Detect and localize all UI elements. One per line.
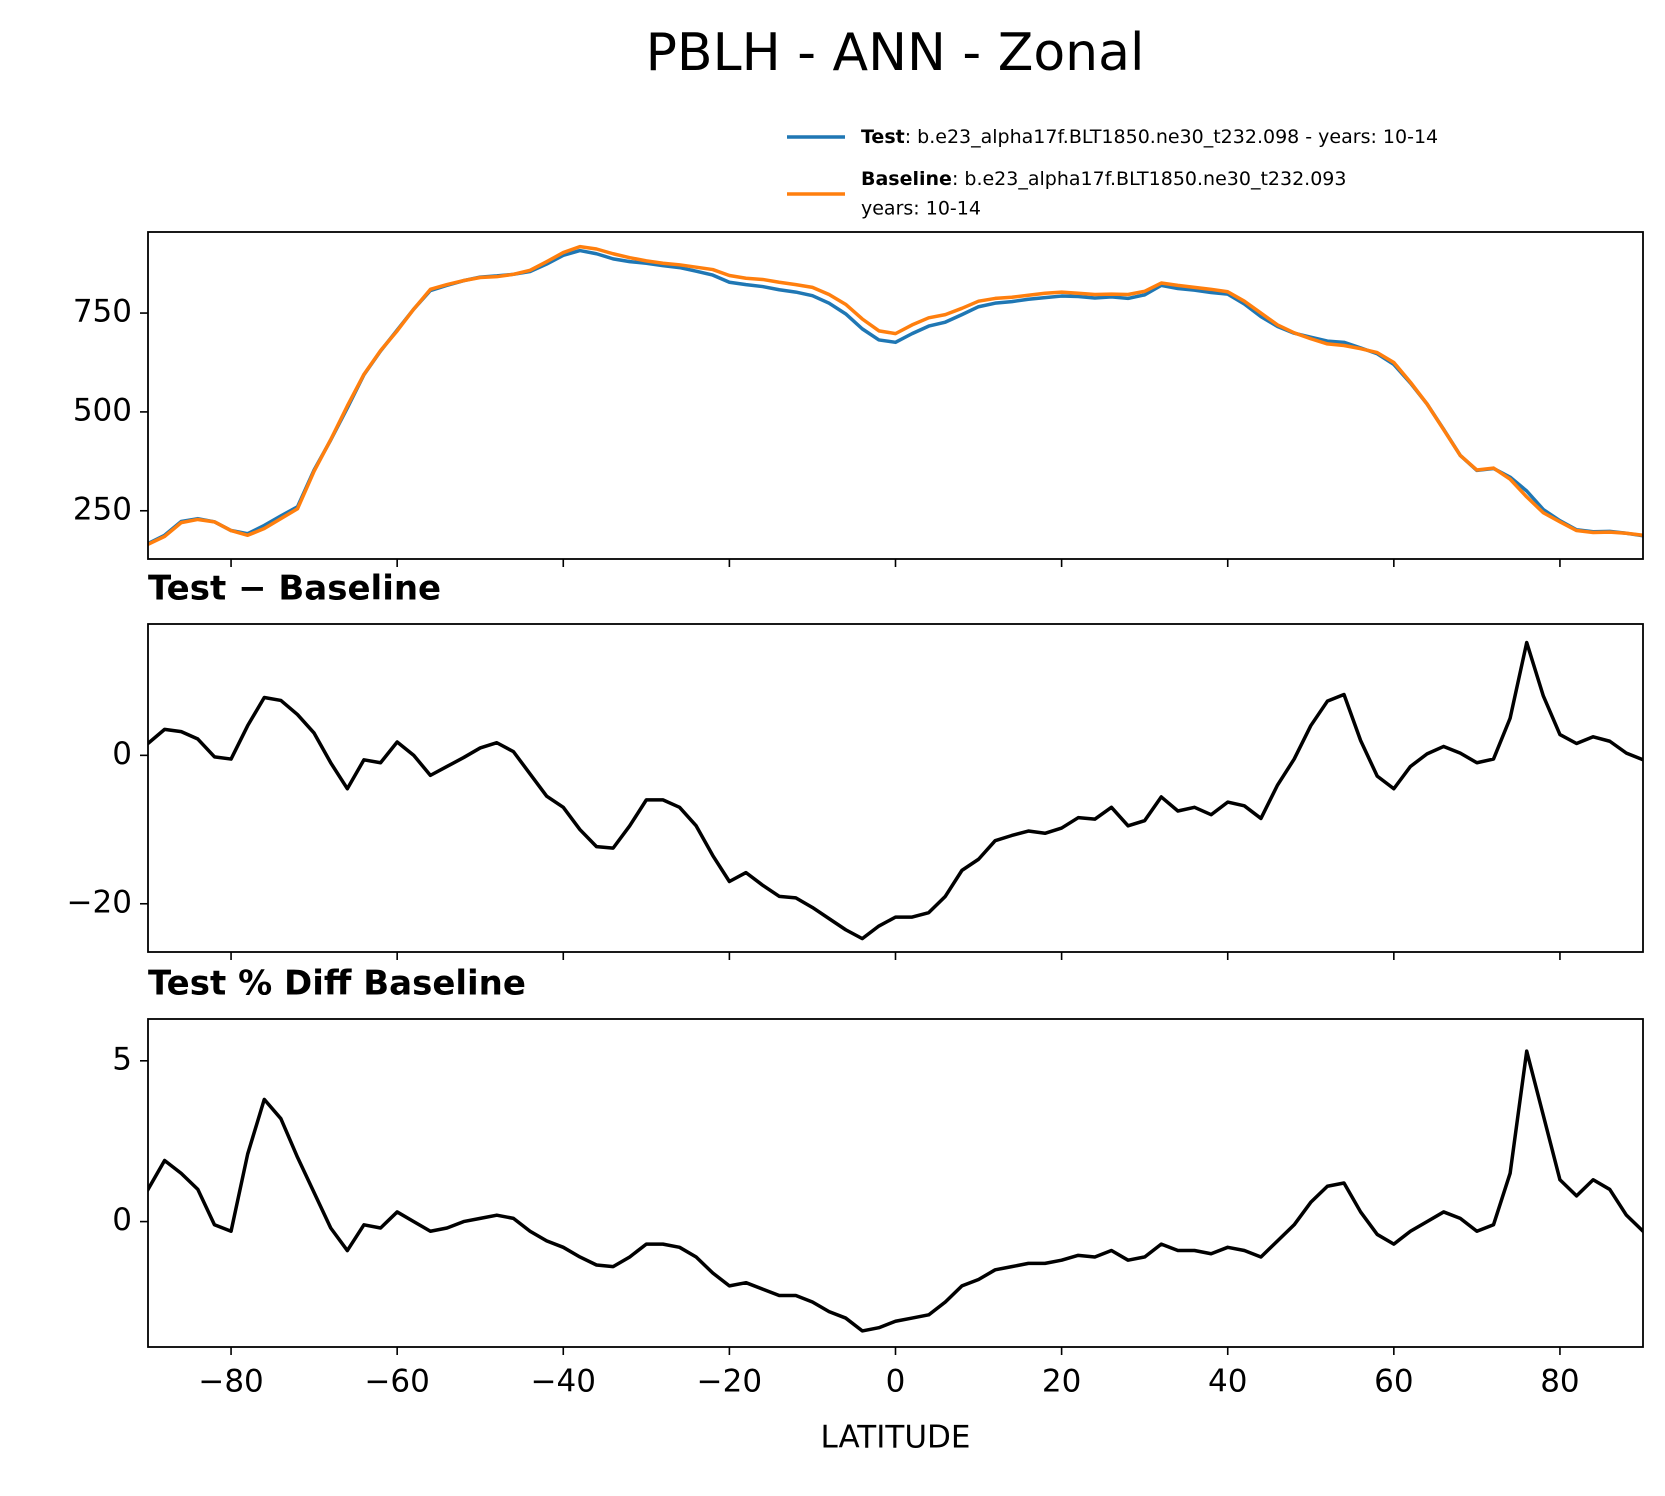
axes-frame — [147, 231, 1644, 560]
legend-label: Baseline: b.e23_alpha17f.BLT1850.ne30_t2… — [861, 168, 1346, 190]
x-tick-label: −20 — [697, 1364, 762, 1400]
x-tick-label: 60 — [1374, 1364, 1413, 1400]
x-tick-label: 80 — [1540, 1364, 1579, 1400]
series-line — [148, 640, 1643, 941]
legend-name: Test — [861, 126, 905, 148]
legend-name: Baseline — [861, 168, 952, 190]
legend-label: Test: b.e23_alpha17f.BLT1850.ne30_t232.0… — [861, 126, 1438, 148]
x-tick-label: 20 — [1042, 1364, 1081, 1400]
y-tick-label: 750 — [73, 294, 132, 330]
x-axis-label: LATITUDE — [821, 1420, 971, 1456]
y-tick-label: 5 — [112, 1041, 132, 1077]
y-tick-label: −20 — [67, 884, 132, 920]
legend-detail: : b.e23_alpha17f.BLT1850.ne30_t232.098 -… — [905, 126, 1438, 148]
x-tick-label: −60 — [364, 1364, 429, 1400]
series-line — [148, 1049, 1643, 1333]
legend-detail: : b.e23_alpha17f.BLT1850.ne30_t232.093 — [952, 168, 1347, 190]
x-tick-label: 0 — [886, 1364, 906, 1400]
x-tick-label: −80 — [198, 1364, 263, 1400]
y-tick-label: 500 — [73, 392, 132, 428]
figure-title: PBLH - ANN - Zonal — [646, 23, 1145, 83]
y-tick-label: 0 — [112, 736, 132, 772]
series-line — [148, 244, 1643, 547]
x-tick-label: −40 — [531, 1364, 596, 1400]
axes-frame — [147, 1018, 1644, 1348]
y-tick-label: 0 — [112, 1202, 132, 1238]
y-tick-label: 250 — [73, 491, 132, 527]
axes-frame — [147, 623, 1644, 953]
panel-title: Test % Diff Baseline — [148, 964, 526, 1004]
x-tick-label: 40 — [1208, 1364, 1247, 1400]
panel-title: Test − Baseline — [148, 569, 441, 609]
legend-label-line2: years: 10-14 — [861, 198, 981, 220]
